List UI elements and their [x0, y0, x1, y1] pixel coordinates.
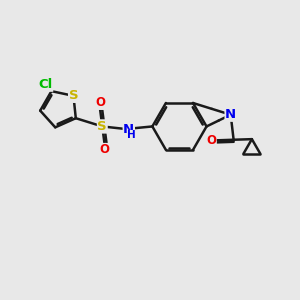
- Text: O: O: [95, 96, 105, 110]
- Text: N: N: [225, 108, 236, 121]
- Text: Cl: Cl: [38, 78, 53, 91]
- Text: H: H: [128, 130, 136, 140]
- Text: N: N: [123, 123, 134, 136]
- Text: S: S: [98, 120, 107, 133]
- Text: S: S: [69, 89, 78, 102]
- Text: O: O: [100, 143, 110, 157]
- Text: O: O: [206, 134, 216, 147]
